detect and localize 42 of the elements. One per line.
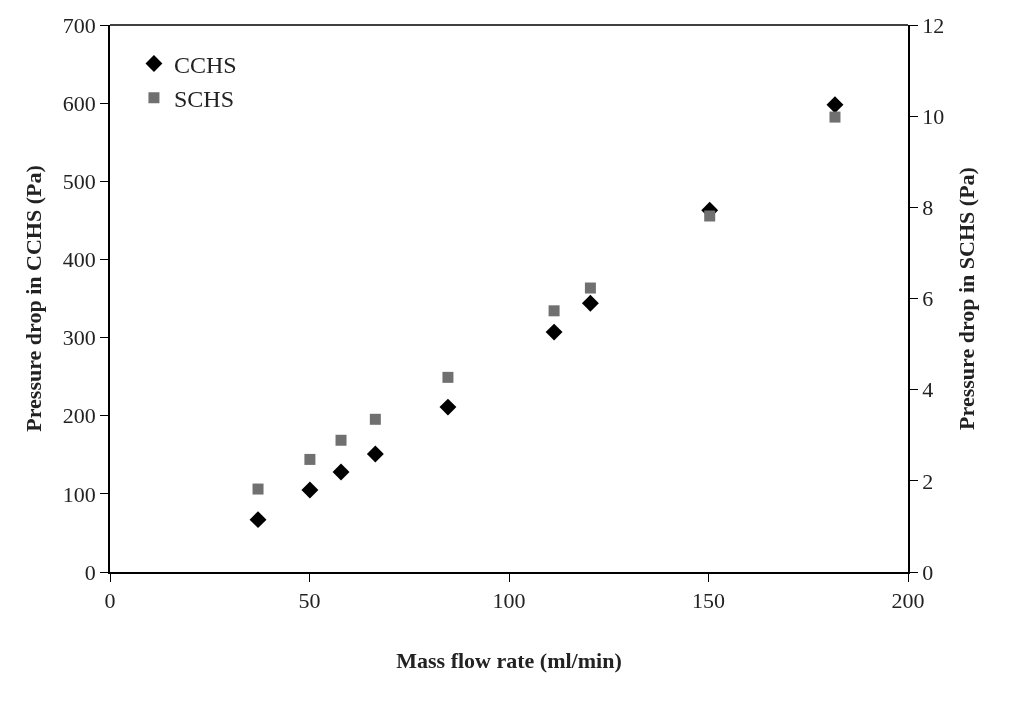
y-tick-label: 500 [62,168,96,194]
x-tick-label: 50 [298,588,321,614]
y2-tick-label: 0 [922,559,934,585]
x-axis-title: Mass flow rate (ml/min) [396,647,622,673]
y-tick-label: 100 [62,481,96,507]
y2-tick-label: 10 [922,103,945,129]
y2-tick-label: 8 [922,195,934,221]
y-tick-label: 0 [84,559,96,585]
legend-label: SCHS [173,86,234,113]
point [369,413,381,425]
point [335,434,347,446]
x-tick-label: 100 [492,588,526,614]
y-tick-label: 200 [62,403,96,429]
point [301,481,319,499]
point [366,445,384,463]
point [249,511,267,529]
legend-label: CCHS [173,51,237,78]
point [332,463,350,481]
y2-tick-label: 4 [922,377,934,403]
point [442,371,454,383]
point [581,294,599,312]
y2-tick-label: 2 [922,468,934,494]
y-tick-label: 300 [62,325,96,351]
point [826,96,844,114]
x-tick-label: 0 [104,588,116,614]
point [829,111,841,123]
point [439,398,457,416]
x-tick-label: 200 [891,588,925,614]
point [304,453,316,465]
y2-axis-title: Pressure drop in SCHS (Pa) [953,167,979,430]
x-tick-label: 150 [692,588,725,614]
y-tick-label: 600 [62,90,96,116]
point [545,323,563,341]
y-tick-label: 700 [62,12,96,38]
y-tick-label: 400 [62,247,96,273]
y-axis-title: Pressure drop in CCHS (Pa) [21,165,47,432]
y2-tick-label: 12 [922,12,945,38]
point [584,282,596,294]
point [548,305,560,317]
point [252,483,264,495]
point [704,210,716,222]
y2-tick-label: 6 [922,286,934,312]
